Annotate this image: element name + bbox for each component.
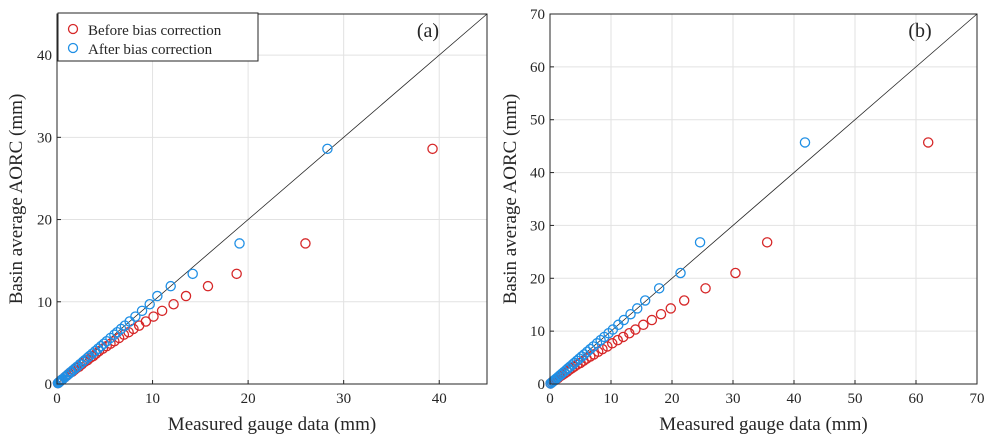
y-tick-label-b: 30 — [530, 218, 545, 234]
x-tick-label-a: 40 — [432, 391, 447, 407]
point-before-b — [700, 283, 711, 294]
ticks-b: 0 10 20 30 40 50 60 70 0 10 20 30 40 50 60 70 — [530, 7, 985, 407]
x-tick-label-a: 10 — [145, 391, 160, 407]
point-before-b — [630, 324, 641, 335]
point-after-a — [322, 143, 333, 155]
point-before-b — [678, 295, 690, 306]
plot-frame-a — [56, 13, 488, 385]
point-before-b — [655, 308, 667, 320]
point-after-a — [234, 238, 245, 249]
point-after-b — [653, 283, 665, 294]
point-after-b — [591, 338, 603, 349]
y-tick-label-a: 0 — [45, 377, 53, 393]
y-tick-label-b: 50 — [530, 113, 545, 129]
point-before-a — [202, 280, 214, 292]
point-after-a — [109, 329, 120, 340]
point-after-b — [639, 295, 651, 306]
panel-b: 0 10 20 30 40 50 60 70 0 10 20 30 40 50 60 70 Measured … — [500, 7, 985, 435]
point-after-a — [152, 290, 163, 302]
point-after-a — [130, 311, 141, 322]
point-before-a — [427, 143, 438, 155]
point-before-b — [646, 314, 658, 326]
point-after-b — [694, 237, 706, 248]
y-axis-label-a: Basin average AORC (mm) — [6, 94, 27, 305]
x-tick-label-a: 30 — [336, 391, 351, 407]
point-before-b — [638, 319, 649, 331]
point-before-b — [922, 137, 934, 148]
point-after-b — [561, 364, 572, 375]
point-before-b — [606, 338, 618, 349]
point-after-b — [631, 303, 643, 314]
y-tick-label-b: 10 — [530, 324, 545, 340]
point-before-a — [148, 311, 159, 322]
x-tick-label-b: 20 — [665, 391, 680, 407]
point-before-b — [624, 328, 635, 339]
legend-label-after: After bias correction — [88, 42, 213, 58]
x-tick-label-a: 0 — [53, 391, 61, 407]
legend-marker-before — [67, 23, 79, 35]
point-after-a — [144, 298, 155, 310]
one-to-one-line-b — [549, 13, 978, 385]
point-after-b — [595, 334, 606, 346]
x-axis-label-b: Measured gauge data (mm) — [659, 414, 867, 435]
point-after-b — [675, 267, 686, 279]
y-tick-label-b: 20 — [530, 271, 545, 287]
point-before-b — [730, 267, 741, 279]
x-tick-label-b: 0 — [546, 391, 554, 407]
point-after-b — [585, 343, 596, 355]
point-after-b — [581, 346, 593, 358]
legend-label-before: Before bias correction — [88, 23, 222, 39]
point-after-a — [136, 305, 148, 317]
point-after-b — [588, 341, 599, 352]
panel-label-b: (b) — [908, 20, 931, 42]
plot-frame-b — [549, 13, 978, 385]
y-tick-label-b: 70 — [530, 7, 545, 23]
point-before-a — [180, 290, 192, 302]
y-tick-label-a: 10 — [37, 295, 52, 311]
x-axis-label-a: Measured gauge data (mm) — [168, 414, 376, 435]
x-tick-label-b: 10 — [604, 391, 619, 407]
x-tick-label-b: 40 — [787, 391, 802, 407]
point-after-b — [555, 369, 566, 381]
markers-a — [52, 143, 438, 389]
point-after-a — [98, 338, 110, 349]
y-tick-label-b: 40 — [530, 166, 545, 182]
legend-marker-after — [67, 42, 79, 54]
point-after-b — [578, 349, 590, 360]
point-before-a — [156, 305, 168, 317]
markers-b — [545, 137, 934, 389]
legend-box — [57, 12, 259, 62]
x-tick-label-b: 60 — [909, 391, 924, 407]
point-before-b — [665, 303, 677, 314]
y-tick-label-a: 40 — [37, 48, 52, 64]
point-after-b — [799, 137, 811, 148]
x-tick-label-a: 20 — [241, 391, 256, 407]
x-tick-label-b: 50 — [848, 391, 863, 407]
point-after-b — [618, 314, 630, 326]
panel-a: 0 10 20 30 40 0 10 20 30 40 Measured gauge data (… — [6, 12, 488, 435]
legend: Before bias correction After bias correc… — [57, 12, 259, 62]
panel-label-a: (a) — [417, 20, 439, 42]
point-after-b — [625, 308, 636, 320]
point-before-a — [231, 268, 242, 280]
x-tick-label-b: 70 — [970, 391, 985, 407]
point-before-a — [300, 238, 311, 249]
point-before-b — [612, 334, 623, 346]
point-before-a — [140, 316, 152, 327]
point-after-a — [165, 280, 176, 292]
y-tick-label-b: 0 — [538, 377, 546, 393]
y-axis-label-b: Basin average AORC (mm) — [500, 94, 521, 305]
y-tick-label-a: 20 — [37, 213, 52, 229]
point-before-b — [761, 237, 773, 248]
point-after-a — [187, 268, 198, 280]
point-before-a — [168, 298, 179, 310]
x-tick-label-b: 30 — [726, 391, 741, 407]
y-tick-label-b: 60 — [530, 60, 545, 76]
point-before-b — [617, 331, 629, 343]
y-tick-label-a: 30 — [37, 130, 52, 146]
